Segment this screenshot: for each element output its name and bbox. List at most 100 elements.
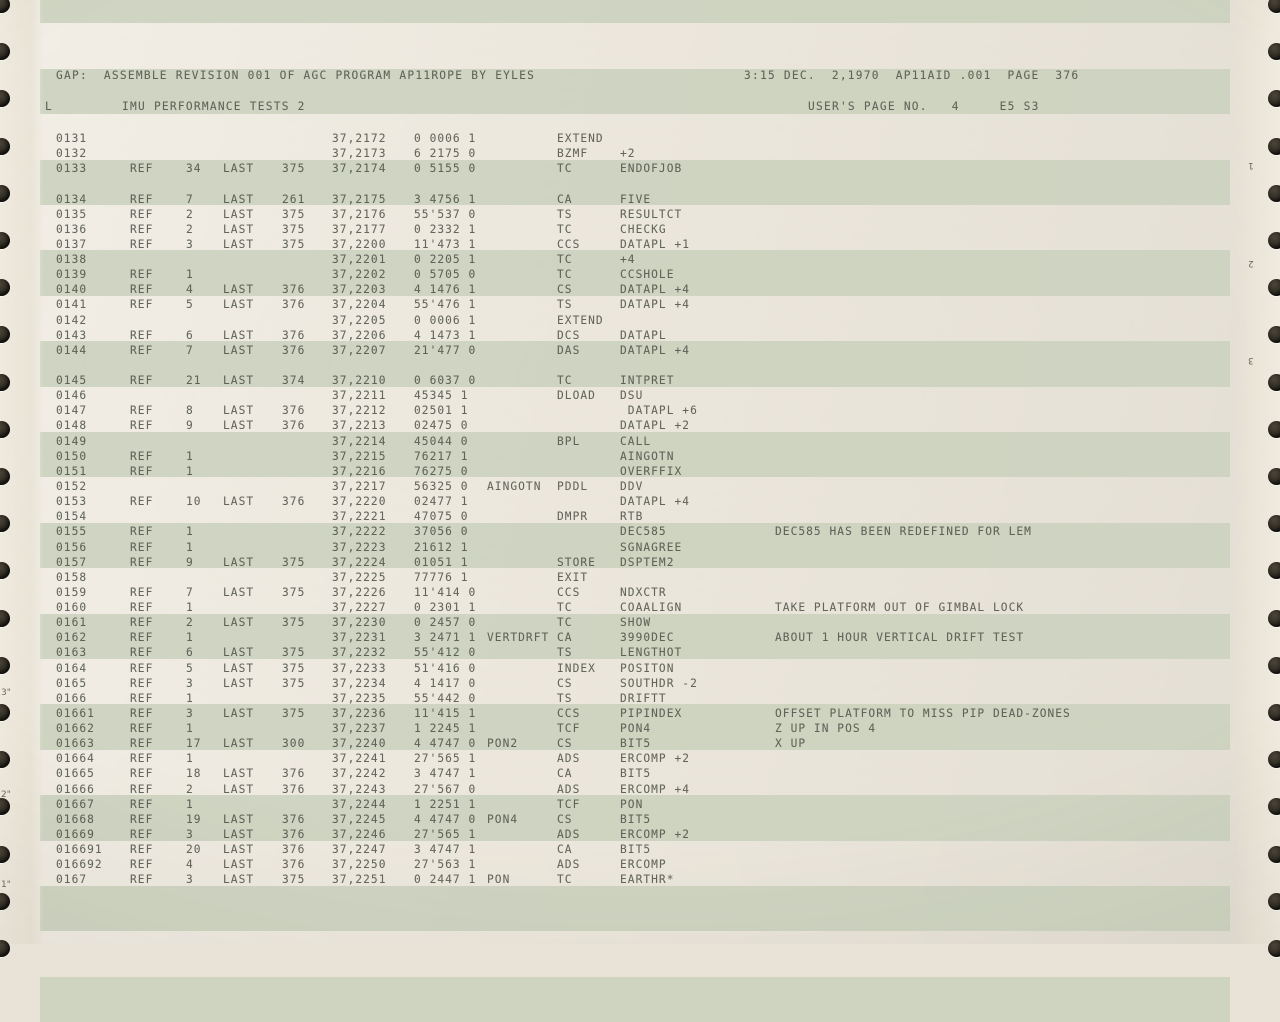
ref-count: 34 xyxy=(186,162,202,176)
ref-keyword: REF xyxy=(130,827,154,841)
memory-address: 37,2211 xyxy=(332,389,387,403)
line-number: 0152 xyxy=(56,479,88,493)
operand: SOUTHDR -2 xyxy=(620,676,698,690)
last-page: 376 xyxy=(282,495,306,509)
listing-row: 0139 REF 1 37,2202 0 5705 0 TC CCSHOLE xyxy=(0,268,1280,283)
opcode: TCF xyxy=(557,797,581,811)
listing-row: 0134 REF 7 LAST 261 37,2175 3 4756 1 CA FIVE xyxy=(0,193,1280,208)
last-keyword: LAST xyxy=(223,782,255,796)
memory-address: 37,2215 xyxy=(332,449,387,463)
ref-count: 4 xyxy=(186,283,194,297)
memory-address: 37,2204 xyxy=(332,298,387,312)
last-keyword: LAST xyxy=(223,207,255,221)
octal-word: 4 1473 1 xyxy=(414,328,477,342)
opcode: TC xyxy=(557,222,573,236)
line-number: 01661 xyxy=(56,706,95,720)
octal-word: 0 5155 0 xyxy=(414,162,477,176)
sprocket-hole xyxy=(1268,137,1280,155)
operand: PON xyxy=(620,797,644,811)
ref-keyword: REF xyxy=(130,555,154,569)
opcode: ADS xyxy=(557,858,581,872)
operand: CALL xyxy=(620,434,652,448)
opcode: CCS xyxy=(557,585,581,599)
sprocket-hole xyxy=(1268,43,1280,61)
sprocket-hole xyxy=(1268,279,1280,297)
operand: PIPINDEX xyxy=(620,706,683,720)
header-left-title: GAP: ASSEMBLE REVISION 001 OF AGC PROGRA… xyxy=(56,69,536,82)
last-keyword: LAST xyxy=(223,298,255,312)
ref-keyword: REF xyxy=(130,676,154,690)
listing-row: 0155 REF 1 37,2222 37056 0 DEC585 DEC585 HAS B… xyxy=(0,525,1280,540)
ref-keyword: REF xyxy=(130,192,154,206)
last-page: 376 xyxy=(282,827,306,841)
operand: DATAPL +4 xyxy=(620,283,691,297)
octal-word: 56325 0 xyxy=(414,479,469,493)
listing-row: 01668 REF 19 LAST 376 37,2245 4 4747 0 PON4 CS BI… xyxy=(0,813,1280,828)
opcode: TC xyxy=(557,616,573,630)
octal-word: 0 5705 0 xyxy=(414,268,477,282)
ref-count: 1 xyxy=(186,268,194,282)
line-number: 01667 xyxy=(56,797,95,811)
last-keyword: LAST xyxy=(223,343,255,357)
ruler-inch-mark: 2 xyxy=(1248,258,1254,268)
ref-count: 17 xyxy=(186,737,202,751)
last-keyword: LAST xyxy=(223,555,255,569)
opcode: TS xyxy=(557,646,573,660)
octal-word: 4 4747 0 xyxy=(414,812,477,826)
symbol-label: PON xyxy=(487,873,511,887)
line-number: 016691 xyxy=(56,843,103,857)
greenbar-stripe xyxy=(40,432,1230,478)
last-page: 375 xyxy=(282,207,306,221)
last-page: 375 xyxy=(282,873,306,887)
memory-address: 37,2176 xyxy=(332,207,387,221)
last-page: 376 xyxy=(282,767,306,781)
last-page: 376 xyxy=(282,858,306,872)
line-number: 0163 xyxy=(56,646,88,660)
last-page: 376 xyxy=(282,419,306,433)
line-number: 0146 xyxy=(56,389,88,403)
memory-address: 37,2237 xyxy=(332,722,387,736)
octal-word: 11'414 0 xyxy=(414,585,477,599)
opcode: INDEX xyxy=(557,661,596,675)
line-number: 0148 xyxy=(56,419,88,433)
operand: LENGTHOT xyxy=(620,646,683,660)
operand: ENDOFJOB xyxy=(620,162,683,176)
ref-count: 1 xyxy=(186,449,194,463)
last-keyword: LAST xyxy=(223,192,255,206)
ref-count: 6 xyxy=(186,646,194,660)
operand: BIT5 xyxy=(620,812,652,826)
sprocket-hole xyxy=(0,137,10,155)
memory-address: 37,2216 xyxy=(332,464,387,478)
operand: COAALIGN xyxy=(620,601,683,615)
ref-keyword: REF xyxy=(130,419,154,433)
opcode: CA xyxy=(557,767,573,781)
last-page: 376 xyxy=(282,328,306,342)
operand: DATAPL xyxy=(620,328,667,342)
sprocket-hole xyxy=(0,90,10,108)
memory-address: 37,2240 xyxy=(332,737,387,751)
operand: DRIFTT xyxy=(620,691,667,705)
memory-address: 37,2201 xyxy=(332,253,387,267)
last-keyword: LAST xyxy=(223,162,255,176)
operand: DEC585 xyxy=(620,525,667,539)
operand: BIT5 xyxy=(620,737,652,751)
ref-keyword: REF xyxy=(130,298,154,312)
ref-count: 20 xyxy=(186,843,202,857)
listing-row: 0131 37,2172 0 0006 1 EXTEND xyxy=(0,132,1280,147)
listing-row: 0151 REF 1 37,2216 76275 0 OVERFFIX xyxy=(0,465,1280,480)
listing-row: 0161 REF 2 LAST 375 37,2230 0 2457 0 TC SHOW xyxy=(0,616,1280,631)
symbol-label: PON2 xyxy=(487,737,519,751)
listing-row: 0156 REF 1 37,2223 21612 1 SGNAGREE xyxy=(0,541,1280,556)
operand: DATAPL +6 xyxy=(620,404,698,418)
greenbar-stripe xyxy=(40,704,1230,750)
memory-address: 37,2174 xyxy=(332,162,387,176)
ref-count: 2 xyxy=(186,222,194,236)
listing-row: 0159 REF 7 LAST 375 37,2226 11'414 0 CCS NDXCTR xyxy=(0,586,1280,601)
ref-keyword: REF xyxy=(130,873,154,887)
memory-address: 37,2227 xyxy=(332,601,387,615)
ref-count: 1 xyxy=(186,722,194,736)
sprocket-hole xyxy=(1268,656,1280,674)
operand: DATAPL +2 xyxy=(620,419,691,433)
ref-count: 7 xyxy=(186,343,194,357)
last-page: 375 xyxy=(282,661,306,675)
